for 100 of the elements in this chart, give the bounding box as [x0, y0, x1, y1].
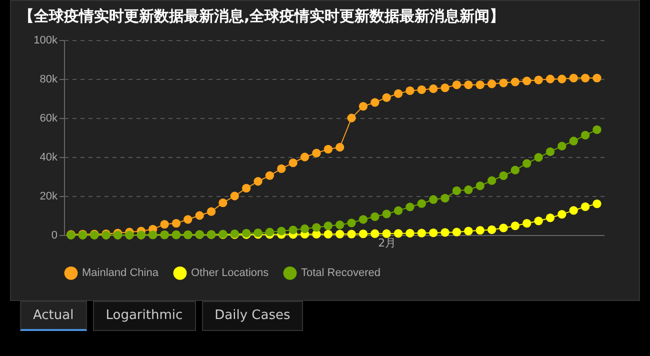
point	[452, 186, 462, 196]
point	[347, 218, 356, 228]
point	[522, 159, 532, 168]
point	[510, 222, 520, 230]
point	[429, 195, 438, 204]
point	[347, 114, 356, 122]
point	[394, 229, 403, 238]
point	[499, 78, 508, 88]
point	[254, 177, 262, 186]
text: Daily Cases	[202, 301, 304, 331]
point	[487, 176, 496, 185]
point	[184, 215, 192, 224]
point	[417, 199, 426, 208]
point	[172, 218, 181, 228]
point	[592, 199, 602, 208]
point	[324, 222, 332, 230]
point	[558, 210, 566, 219]
legend-label: Mainland China	[82, 267, 160, 280]
point	[312, 223, 321, 232]
point	[580, 74, 590, 82]
text: Actual	[20, 301, 87, 331]
point	[499, 224, 508, 232]
point	[440, 83, 450, 92]
point	[324, 230, 332, 239]
y-tick-label: 60k	[40, 112, 58, 124]
point	[160, 220, 169, 229]
y-tick-label: 100k	[34, 34, 58, 46]
point	[429, 228, 438, 238]
point	[476, 182, 484, 190]
point	[510, 166, 520, 174]
point	[206, 207, 216, 216]
point	[394, 89, 403, 98]
point	[569, 206, 578, 215]
chart-title: 【全球疫情实时更新数据最新消息,全球疫情实时更新数据最新消息新闻】	[18, 6, 506, 26]
point	[358, 215, 368, 224]
point	[300, 224, 310, 234]
point	[452, 228, 462, 236]
y-tick-label: 40k	[40, 152, 58, 164]
y-tick-label: 80k	[40, 74, 58, 86]
point	[417, 228, 426, 238]
point	[464, 226, 473, 236]
point	[510, 78, 520, 86]
point	[382, 229, 391, 238]
point	[580, 130, 590, 140]
point	[464, 80, 473, 90]
point	[324, 144, 332, 154]
point	[546, 147, 555, 156]
point	[534, 216, 543, 226]
point	[580, 202, 590, 212]
point	[300, 152, 310, 162]
point	[452, 80, 462, 90]
point	[370, 98, 380, 107]
point	[288, 158, 298, 168]
point	[440, 228, 450, 237]
point	[394, 206, 403, 215]
x-tick-label: 2月	[378, 236, 396, 250]
point	[429, 84, 438, 94]
point	[558, 142, 566, 150]
legend-label: Total Recovered	[301, 267, 380, 280]
point	[569, 136, 578, 146]
point	[592, 125, 602, 134]
point	[277, 164, 286, 174]
y-tick-label: 20k	[40, 190, 58, 202]
point	[277, 226, 286, 236]
point	[558, 74, 566, 84]
point	[336, 230, 344, 238]
point	[242, 184, 251, 193]
point	[476, 80, 484, 90]
point	[288, 226, 298, 234]
point	[312, 148, 321, 158]
point	[487, 225, 496, 234]
point	[370, 212, 380, 221]
point	[406, 228, 414, 238]
point	[522, 218, 532, 228]
point	[464, 185, 473, 194]
point	[265, 171, 274, 180]
point	[230, 192, 239, 200]
point	[336, 220, 344, 230]
point	[499, 171, 508, 180]
point	[546, 214, 555, 222]
point	[476, 226, 484, 235]
point	[382, 210, 391, 218]
point	[370, 229, 380, 238]
point	[358, 230, 368, 238]
point	[569, 74, 578, 82]
point	[358, 102, 368, 111]
point	[440, 194, 450, 202]
point	[546, 74, 555, 84]
text: Logarithmic	[92, 301, 196, 331]
legend-label: Other Locations	[191, 267, 270, 280]
point	[406, 202, 414, 212]
y-tick-label: 0	[51, 230, 58, 242]
point	[195, 211, 204, 220]
point	[336, 142, 344, 152]
point	[487, 80, 496, 88]
point	[382, 93, 391, 102]
point	[534, 153, 543, 162]
point	[406, 86, 414, 96]
point	[522, 76, 532, 86]
point	[218, 198, 228, 208]
